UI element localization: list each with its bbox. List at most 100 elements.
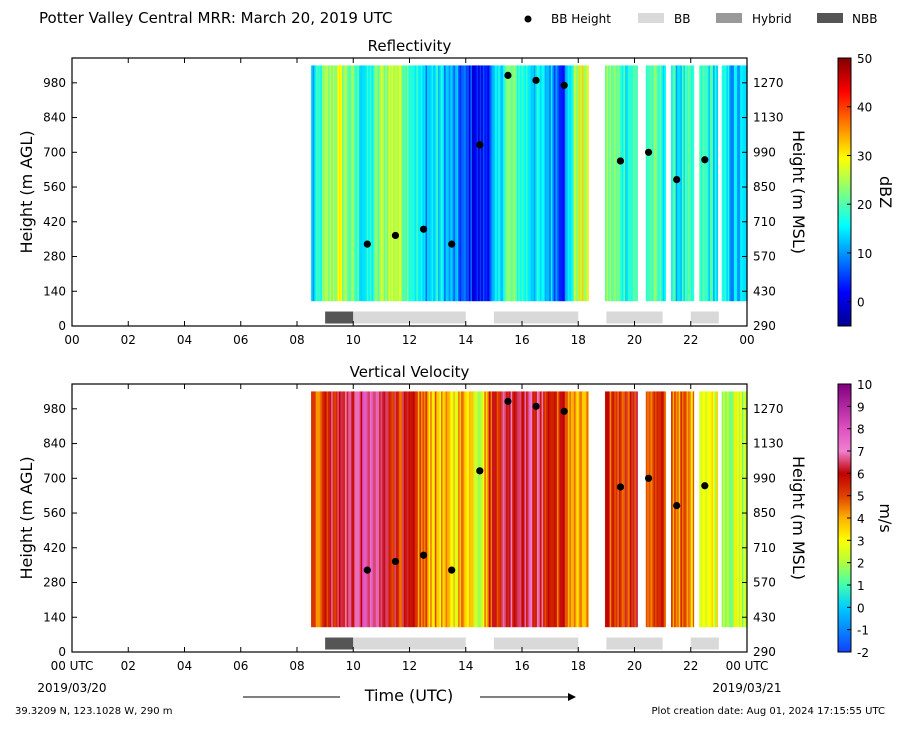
heatmap-column xyxy=(680,65,683,302)
y-tick-label-right: 1130 xyxy=(753,437,784,451)
heatmap-column xyxy=(464,391,467,628)
bb-height-point xyxy=(673,501,681,510)
y-tick-label: 420 xyxy=(43,541,66,555)
heatmap-column xyxy=(451,65,454,302)
heatmap-column xyxy=(688,391,691,628)
heatmap-column xyxy=(689,391,692,628)
y-tick-label-right: 850 xyxy=(753,506,776,520)
heatmap-column xyxy=(716,391,719,628)
heatmap-column xyxy=(389,65,393,302)
heatmap-column xyxy=(645,391,648,628)
heatmap-column xyxy=(437,65,441,302)
colorbar-tick-label: 10 xyxy=(857,247,872,261)
heatmap-column xyxy=(360,65,363,302)
bb-type-bar-bb xyxy=(493,637,579,650)
heatmap-column xyxy=(334,65,337,302)
y-tick-label-right: 570 xyxy=(753,576,776,590)
heatmap-column xyxy=(651,65,655,302)
colorbar-tick-label: 0 xyxy=(857,601,865,615)
heatmap-column xyxy=(393,65,396,302)
heatmap-column xyxy=(547,65,550,302)
heatmap-column xyxy=(468,65,471,302)
heatmap-column xyxy=(386,391,390,628)
heatmap-column xyxy=(507,65,510,302)
heatmap-column xyxy=(453,391,456,628)
heatmap-column xyxy=(396,391,399,628)
heatmap-column xyxy=(357,391,360,628)
heatmap-column xyxy=(338,65,342,302)
heatmap-column xyxy=(526,65,529,302)
colorbar-tick-label: 6 xyxy=(857,467,865,481)
bb-type-bar-bb xyxy=(606,311,663,324)
heatmap-column xyxy=(617,65,620,302)
heatmap-column xyxy=(363,391,366,628)
heatmap-column xyxy=(444,391,447,628)
heatmap-column xyxy=(461,65,464,302)
heatmap-column xyxy=(439,65,442,302)
x-tick-label: 12 xyxy=(402,333,417,347)
heatmap-column xyxy=(656,65,659,302)
heatmap-column xyxy=(604,391,608,628)
heatmap-column xyxy=(420,65,424,302)
heatmap-column xyxy=(549,65,552,302)
heatmap-column xyxy=(615,65,618,302)
heatmap-column xyxy=(490,65,493,302)
bb-height-point xyxy=(560,81,568,89)
heatmap-column xyxy=(661,65,664,302)
x-tick-label: 04 xyxy=(177,659,192,673)
heatmap-column xyxy=(417,65,420,302)
heatmap-column xyxy=(699,65,702,302)
heatmap-column xyxy=(623,391,626,628)
heatmap-column xyxy=(414,391,417,628)
heatmap-column xyxy=(686,391,689,628)
heatmap-column xyxy=(467,65,470,302)
heatmap-column xyxy=(436,391,439,628)
heatmap-column xyxy=(323,391,326,628)
heatmap-column xyxy=(743,391,746,628)
heatmap-column xyxy=(714,391,717,628)
heatmap-column xyxy=(563,391,566,628)
heatmap-column xyxy=(612,391,615,628)
heatmap-column xyxy=(538,65,541,302)
heatmap-column xyxy=(372,391,376,628)
bb-height-point xyxy=(701,156,709,164)
y-tick-label-right: 290 xyxy=(753,319,776,333)
heatmap-column xyxy=(527,391,530,628)
heatmap-column xyxy=(458,65,461,302)
heatmap-column xyxy=(540,391,543,628)
heatmap-column xyxy=(655,65,658,302)
heatmap-column xyxy=(702,391,705,628)
heatmap-column xyxy=(583,391,586,628)
y-tick-label-right: 710 xyxy=(753,541,776,555)
heatmap-column xyxy=(724,391,727,628)
heatmap-column xyxy=(321,65,325,302)
colorbar-tick-label: 0 xyxy=(857,296,865,310)
heatmap-column xyxy=(533,391,536,628)
heatmap-column xyxy=(485,391,489,628)
heatmap-column xyxy=(631,391,634,628)
heatmap-column xyxy=(399,65,402,302)
heatmap-column xyxy=(340,391,343,628)
heatmap-column xyxy=(650,65,653,302)
heatmap-column xyxy=(505,65,509,302)
figure-title: Potter Valley Central MRR: March 20, 201… xyxy=(39,9,392,27)
bb-type-bar-nbb xyxy=(325,311,354,324)
y-tick-label-right: 990 xyxy=(753,471,776,485)
heatmap-column xyxy=(606,65,609,302)
heatmap-column xyxy=(655,391,658,628)
heatmap-column xyxy=(628,391,631,628)
heatmap-column xyxy=(620,65,623,302)
heatmap-column xyxy=(328,65,331,302)
heatmap-column xyxy=(580,65,583,302)
heatmap-column xyxy=(428,65,431,302)
heatmap-column xyxy=(558,391,561,628)
heatmap-column xyxy=(734,391,737,628)
heatmap-column xyxy=(735,391,738,628)
bb-height-point xyxy=(448,566,456,574)
y-tick-label-right: 990 xyxy=(753,145,776,159)
x-tick-label: 08 xyxy=(289,659,304,673)
heatmap-column xyxy=(345,391,348,628)
bb-height-point xyxy=(504,71,512,79)
